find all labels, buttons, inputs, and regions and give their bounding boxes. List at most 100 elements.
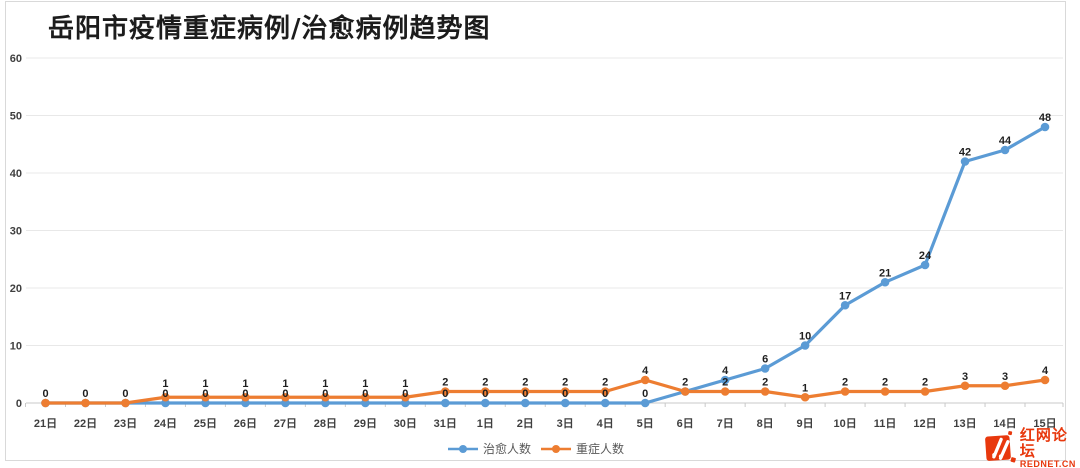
- severe-data-point: [1040, 375, 1050, 385]
- severe-data-point: [321, 392, 330, 402]
- severe-data-point: [1000, 381, 1010, 391]
- severe-data-point: [560, 387, 570, 396]
- x-axis-label: 3日: [557, 417, 574, 430]
- data-label: 4: [722, 365, 729, 377]
- severe-data-point: [680, 387, 690, 396]
- data-label: 1: [242, 378, 248, 390]
- data-label: 2: [482, 377, 488, 389]
- data-label: 1: [362, 378, 368, 390]
- severe-data-point: [161, 392, 170, 402]
- cured-data-point: [720, 375, 730, 385]
- watermark: 红网论坛 REDNET.CN: [982, 428, 1080, 468]
- x-axis-label: 14日: [993, 417, 1016, 430]
- x-axis-label: 31日: [434, 417, 457, 430]
- data-label: 1: [402, 378, 408, 390]
- data-label: 0: [482, 388, 488, 400]
- data-label: 17: [839, 290, 851, 302]
- severe-data-point: [920, 387, 930, 396]
- data-label: 2: [602, 377, 608, 389]
- x-axis-label: 15日: [1033, 417, 1056, 430]
- x-axis-label: 6日: [677, 417, 694, 430]
- legend-label-cured: 治愈人数: [482, 442, 531, 456]
- data-label: 0: [442, 388, 448, 400]
- data-label: 10: [799, 331, 811, 343]
- data-label: 0: [122, 388, 128, 400]
- x-axis-label: 22日: [74, 417, 97, 430]
- data-label: 0: [562, 388, 568, 400]
- severe-data-point: [520, 387, 530, 396]
- y-axis-label: 40: [10, 168, 22, 180]
- data-label: 0: [522, 388, 528, 400]
- data-label: 21: [879, 267, 891, 279]
- legend-item-severe: 重症人数: [541, 440, 624, 457]
- severe-data-point: [41, 398, 50, 408]
- x-axis-label: 30日: [394, 417, 417, 430]
- data-label: 2: [842, 377, 848, 389]
- x-axis-label: 13日: [953, 417, 976, 430]
- cured-data-point: [640, 398, 650, 408]
- data-label: 0: [202, 388, 208, 400]
- x-axis-label: 7日: [717, 417, 734, 430]
- severe-line: [43, 378, 1047, 405]
- cured-data-point: [800, 341, 810, 350]
- cured-data-point: [840, 300, 850, 310]
- legend-item-cured: 治愈人数: [447, 440, 531, 457]
- data-label: 0: [282, 388, 288, 400]
- severe-data-point: [81, 398, 90, 408]
- cured-data-point: [1000, 145, 1010, 155]
- chart-title: 岳阳市疫情重症病例/治愈病例趋势图: [48, 14, 491, 44]
- data-label: 2: [882, 377, 888, 389]
- severe-data-point: [760, 387, 770, 396]
- data-label: 0: [162, 388, 168, 400]
- data-label: 0: [42, 388, 48, 400]
- legend: 治愈人数 重症人数: [0, 440, 1072, 457]
- x-axis-label: 26日: [234, 417, 257, 430]
- data-label: 2: [442, 377, 448, 389]
- data-label: 2: [562, 377, 568, 389]
- data-label: 44: [999, 135, 1012, 147]
- rednet-logo-icon: [985, 431, 1016, 464]
- y-axis-label: 10: [10, 341, 22, 353]
- data-label: 0: [402, 388, 408, 400]
- data-label: 2: [722, 377, 728, 389]
- x-axis-label: 1日: [477, 417, 494, 430]
- x-axis-label: 12日: [913, 417, 936, 430]
- x-axis-label: 4日: [597, 417, 614, 430]
- x-axis-label: 10日: [833, 417, 856, 430]
- cured-data-point: [441, 398, 450, 408]
- data-label: 2: [682, 377, 688, 389]
- x-axis-label: 8日: [757, 417, 774, 430]
- watermark-site-domain: REDNET.CN: [1019, 458, 1076, 468]
- severe-data-point: [441, 387, 450, 396]
- data-label: 1: [802, 382, 808, 394]
- x-axis-label: 28日: [314, 417, 337, 430]
- data-label: 1: [282, 378, 288, 390]
- severe-data-point: [361, 392, 370, 402]
- data-label: 0: [82, 388, 88, 400]
- watermark-text: 红网论坛 REDNET.CN: [1020, 428, 1080, 468]
- y-axis-label: 60: [10, 53, 22, 65]
- severe-data-point: [121, 398, 130, 408]
- y-axis-label: 20: [10, 283, 22, 295]
- data-label: 1: [162, 378, 168, 390]
- data-label: 4: [1042, 365, 1049, 377]
- data-label: 3: [1002, 371, 1008, 383]
- data-label: 3: [962, 371, 968, 383]
- cured-data-point: [520, 398, 530, 408]
- x-axis-label: 27日: [274, 417, 297, 430]
- x-axis-label: 23日: [114, 417, 137, 430]
- cured-legend-marker: [447, 444, 478, 453]
- severe-data-point: [800, 392, 810, 402]
- data-label: 24: [919, 250, 932, 262]
- watermark-site-name: 红网论坛: [1019, 427, 1068, 460]
- severe-data-point: [480, 387, 490, 396]
- x-axis-label: 25日: [194, 417, 217, 430]
- y-axis-label: 30: [10, 226, 22, 238]
- x-axis-label: 21日: [34, 417, 57, 430]
- severe-data-point: [720, 387, 730, 396]
- x-axis-label: 24日: [154, 417, 177, 430]
- data-label: 1: [322, 378, 328, 390]
- severe-data-point: [960, 381, 970, 391]
- data-label: 0: [322, 388, 328, 400]
